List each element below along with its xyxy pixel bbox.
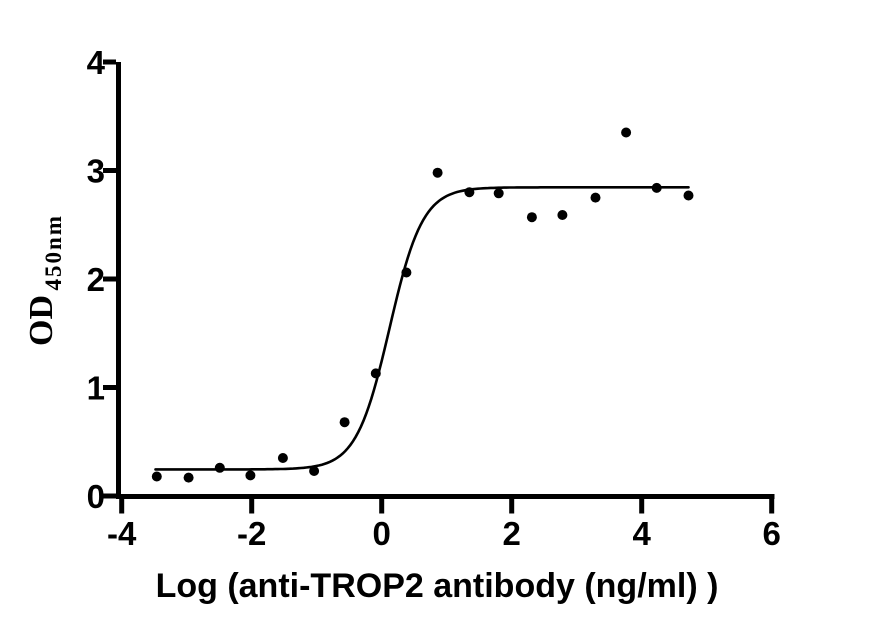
y-axis-title-main: OD: [23, 295, 60, 346]
fit-curve-layer: [154, 186, 690, 471]
data-point: [683, 190, 694, 201]
y-tick-label: 3: [87, 153, 105, 190]
data-point: [214, 462, 225, 473]
data-point: [309, 466, 320, 476]
data-point: [432, 167, 443, 178]
data-point: [557, 210, 568, 220]
data-point: [151, 471, 162, 482]
data-point: [526, 212, 537, 223]
data-point: [464, 187, 475, 198]
tick-labels-layer: 0 1 2 3 4 -4 -2 0 2 4 6: [87, 44, 781, 552]
data-point: [590, 192, 601, 203]
x-tick-label: 2: [503, 515, 521, 552]
data-point: [493, 188, 504, 199]
data-point: [339, 417, 350, 428]
y-tick-label: 2: [87, 261, 105, 298]
x-tick-label: -2: [237, 515, 266, 552]
y-tick-label: 0: [87, 478, 105, 515]
x-tick-label: 0: [373, 515, 391, 552]
data-point: [183, 472, 194, 483]
x-tick-label: -4: [107, 515, 137, 552]
data-point: [370, 368, 381, 379]
fit-curve: [154, 186, 690, 471]
y-axis-title-subscript: 450nm: [41, 214, 66, 290]
data-point: [621, 127, 632, 138]
y-axis-title: OD 450nm: [23, 214, 66, 346]
y-tick-label: 1: [87, 370, 105, 407]
x-tick-label: 4: [633, 515, 652, 552]
data-points-layer: [151, 127, 694, 483]
data-point: [651, 182, 662, 193]
data-point: [277, 453, 288, 463]
y-tick-label: 4: [87, 44, 106, 81]
data-point: [245, 470, 256, 481]
x-tick-label: 6: [763, 515, 781, 552]
x-axis-title: Log (anti-TROP2 antibody (ng/ml) ): [156, 567, 719, 605]
axes-layer: [103, 59, 775, 514]
data-point: [401, 267, 412, 278]
